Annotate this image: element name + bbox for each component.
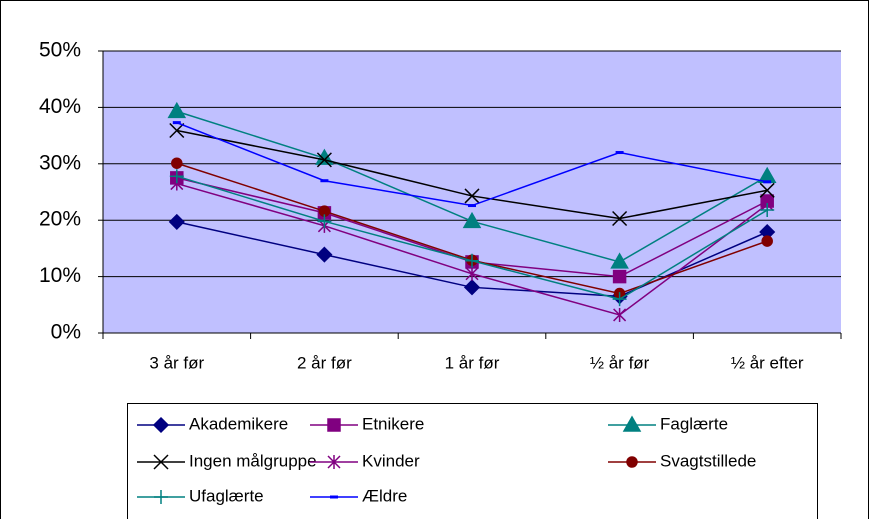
data-point (169, 122, 185, 139)
data-point (168, 213, 185, 230)
y-tick-label: 0% (51, 321, 81, 344)
legend-label: Faglærte (660, 414, 728, 433)
data-point (463, 279, 481, 296)
legend-label: Kvinder (362, 451, 420, 470)
x-tick-label: ½ år før (590, 353, 650, 372)
legend-box (127, 403, 818, 519)
legend-marker (327, 455, 341, 469)
y-tick-label: 50% (39, 39, 81, 62)
y-tick-label: 10% (39, 264, 81, 287)
y-tick-label: 30% (39, 151, 81, 174)
data-point (317, 214, 332, 229)
legend-marker (327, 418, 341, 432)
legend-label: Ældre (362, 486, 407, 505)
x-tick-label: ½ år efter (731, 353, 804, 372)
legend-marker (154, 490, 168, 504)
legend-label: Ufaglærte (189, 486, 264, 505)
legend-marker (626, 456, 638, 468)
data-point (316, 246, 333, 263)
x-tick-label: 3 år før (149, 353, 204, 372)
data-point (465, 253, 479, 268)
x-tick-label: 2 år før (297, 353, 352, 372)
data-point (171, 157, 183, 169)
x-tick-label: 1 år før (445, 353, 500, 372)
legend-marker (152, 416, 170, 434)
data-point (612, 269, 627, 284)
data-point (169, 169, 184, 184)
data-point (613, 307, 627, 322)
data-point (462, 211, 482, 229)
data-point (316, 152, 332, 168)
legend-label: Svagtstillede (660, 451, 756, 470)
data-point (167, 101, 187, 119)
data-point (612, 210, 628, 227)
data-point (759, 182, 775, 198)
legend-label: Akademikere (189, 414, 288, 433)
data-point (464, 188, 480, 204)
y-tick-label: 20% (39, 208, 81, 231)
data-point (610, 252, 629, 269)
data-point (465, 266, 479, 281)
legend-marker (622, 415, 642, 432)
data-point (612, 292, 627, 307)
data-point (760, 203, 775, 218)
legend-label: Ingen målgruppe (189, 451, 317, 470)
y-tick-label: 40% (39, 95, 81, 118)
data-point (761, 235, 773, 247)
legend-marker (153, 454, 169, 470)
legend-label: Etnikere (362, 414, 424, 433)
